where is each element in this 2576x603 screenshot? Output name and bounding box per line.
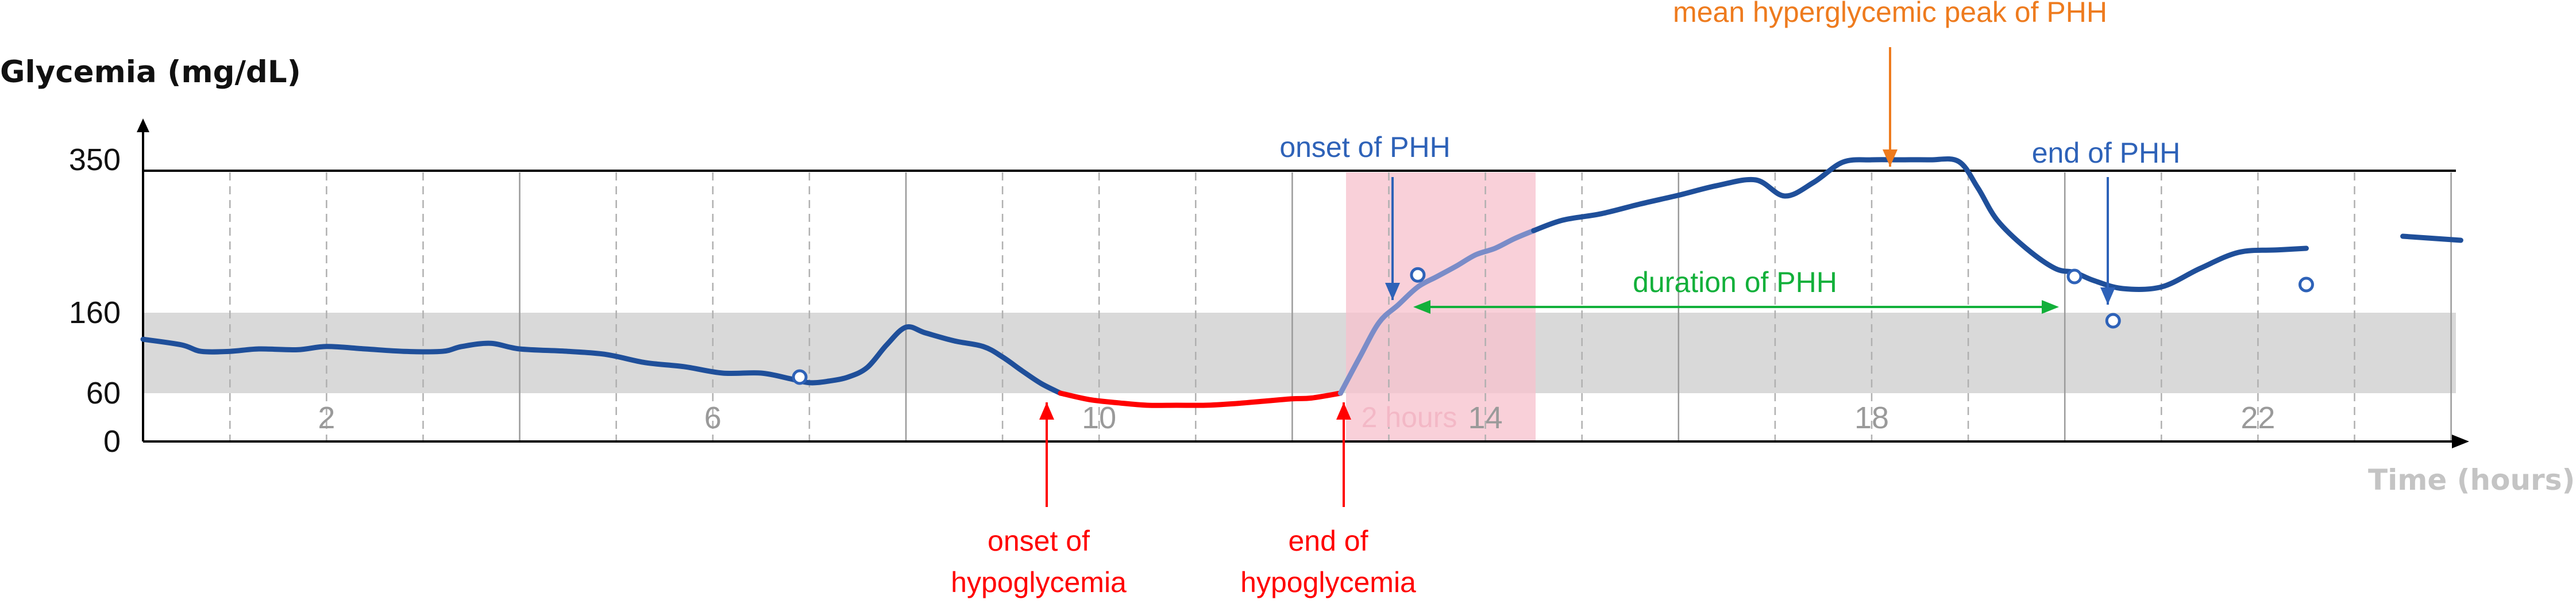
end-hypoglycemia-arrow-head xyxy=(1336,402,1351,420)
y-tick-label-60: 60 xyxy=(86,376,121,410)
x-axis-title: Time (hours) xyxy=(2368,463,2575,497)
end-phh-arrow-head xyxy=(2100,287,2115,305)
x-tick-label-18: 18 xyxy=(1854,401,1889,435)
y-tick-label-160: 160 xyxy=(69,295,121,330)
x-tick-label-22: 22 xyxy=(2240,401,2275,435)
x-tick-label-2: 2 xyxy=(318,401,335,435)
end-hypoglycemia-label: end of hypoglycemia xyxy=(1240,525,1416,598)
y-axis-title: Glycemia (mg/dL) xyxy=(0,55,301,90)
x-tick-label-6: 6 xyxy=(704,401,722,435)
open-point-0 xyxy=(792,369,808,385)
onset-hypoglycemia-label: onset of hypoglycemia xyxy=(951,525,1127,598)
series-line-rise xyxy=(1337,228,1537,396)
duration-phh-arrow-head-right xyxy=(2042,300,2059,314)
onset-phh-arrow-head xyxy=(1385,283,1400,300)
x-tick-label-10: 10 xyxy=(1082,401,1116,435)
open-point-4 xyxy=(2298,276,2314,293)
mean-peak-arrow-head xyxy=(1883,149,1898,167)
two-hours-label: 2 hours xyxy=(1362,401,1457,433)
y-axis-arrow-head xyxy=(137,118,149,132)
x-axis-arrow-head xyxy=(2452,435,2469,448)
open-point-3 xyxy=(2105,313,2121,329)
open-point-1 xyxy=(1410,267,1426,283)
series-line-before xyxy=(140,324,1063,396)
x-tick-label-14: 14 xyxy=(1468,401,1503,435)
series-line-after xyxy=(1531,156,2309,293)
mean-peak-label: mean hyperglycemic peak of PHH xyxy=(1673,0,2107,28)
duration-phh-label: duration of PHH xyxy=(1633,266,1837,298)
series-line-hypoglycemia xyxy=(1058,390,1343,408)
y-tick-label-350: 350 xyxy=(69,143,121,177)
normal-range-band xyxy=(143,313,2456,393)
onset-phh-label: onset of PHH xyxy=(1279,131,1450,163)
y-tick-label-0: 0 xyxy=(103,424,121,459)
duration-phh-arrow-head-left xyxy=(1413,300,1430,314)
onset-hypoglycemia-arrow-head xyxy=(1039,402,1054,420)
open-point-2 xyxy=(2066,268,2083,285)
end-phh-label: end of PHH xyxy=(2032,137,2180,169)
series-line-end xyxy=(2400,233,2463,243)
